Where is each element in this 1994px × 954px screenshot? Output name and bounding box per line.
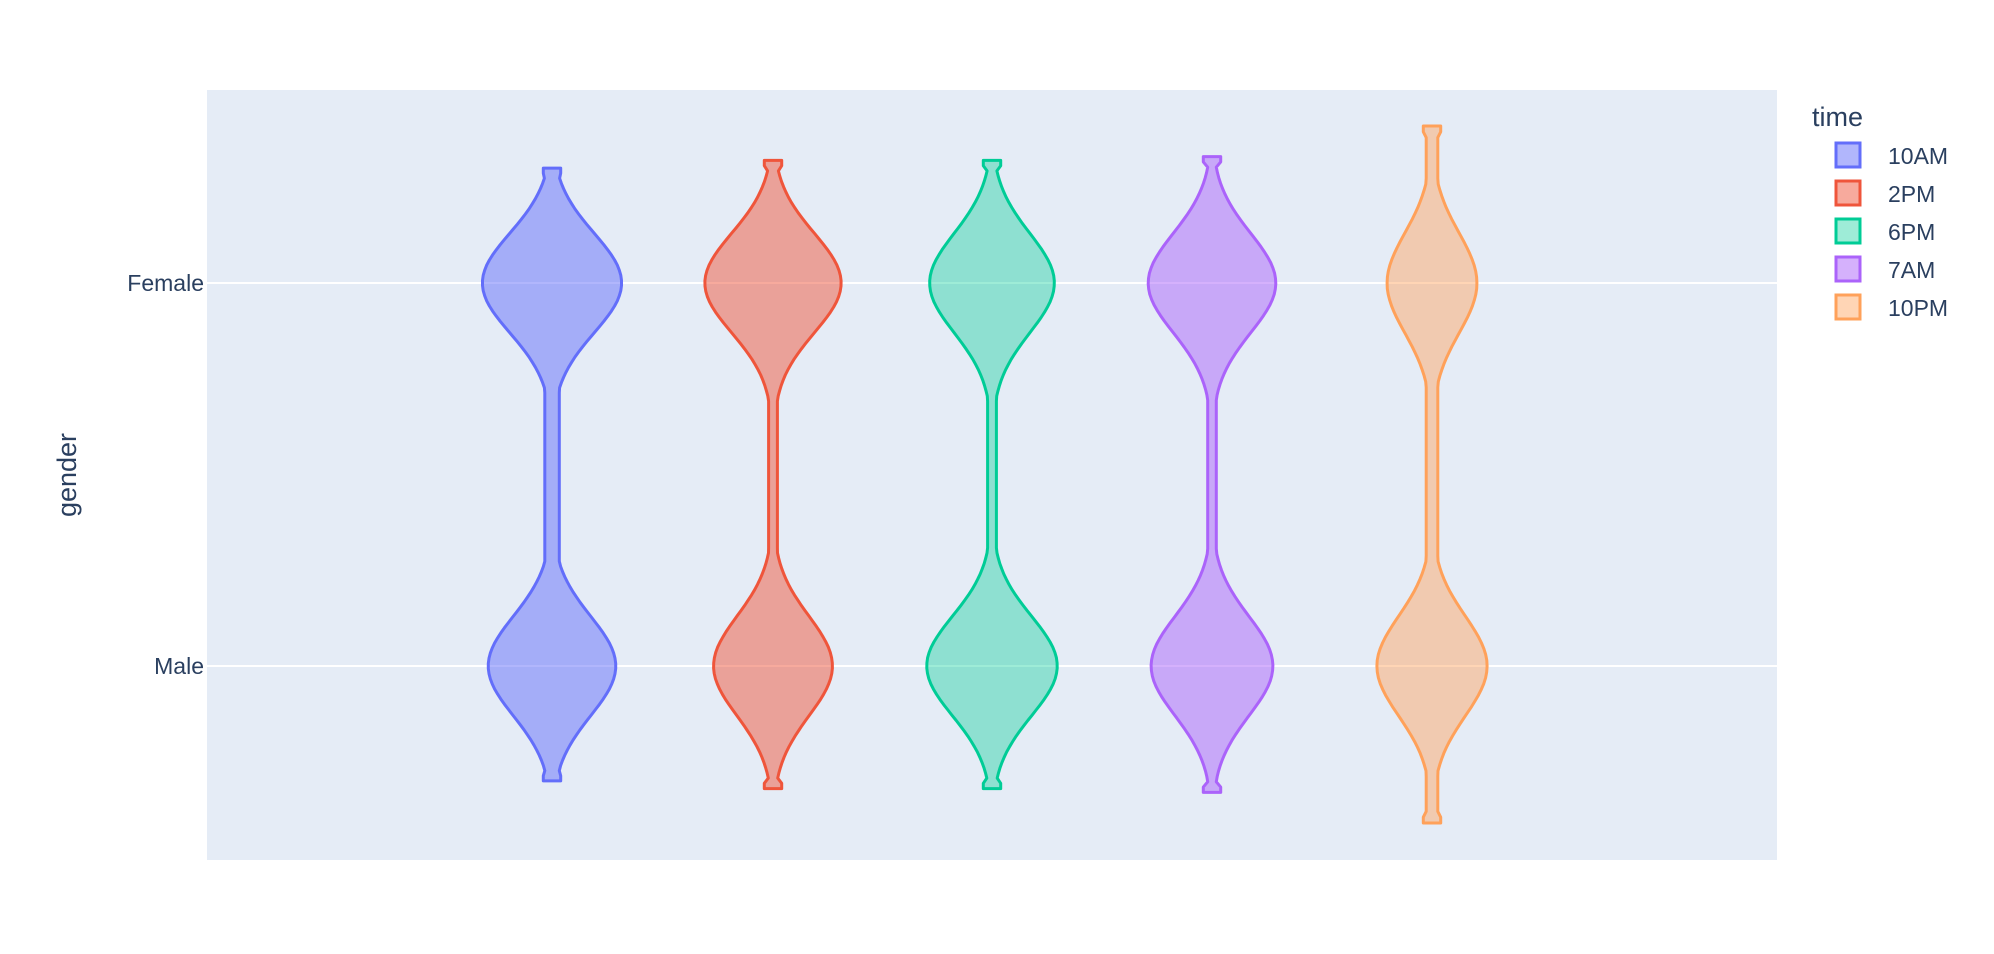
legend-swatch-10am[interactable] bbox=[1834, 141, 1862, 169]
violin-10pm bbox=[1375, 124, 1489, 825]
legend-title: time bbox=[1812, 102, 1863, 132]
violin-6pm bbox=[925, 158, 1059, 791]
y-axis-title: gender bbox=[52, 433, 82, 517]
legend-swatch-2pm[interactable] bbox=[1834, 179, 1862, 207]
legend-swatch-7am[interactable] bbox=[1834, 255, 1862, 283]
legend: time 10AM 2PM 6PM 7AM 10PM bbox=[1812, 102, 1948, 321]
violins bbox=[481, 124, 1489, 825]
violin-2pm bbox=[703, 158, 843, 791]
y-tick-label-male: Male bbox=[154, 653, 204, 679]
y-tick-label-female: Female bbox=[127, 270, 204, 296]
legend-label-10pm[interactable]: 10PM bbox=[1888, 295, 1948, 321]
legend-label-2pm[interactable]: 2PM bbox=[1888, 181, 1935, 207]
legend-label-6pm[interactable]: 6PM bbox=[1888, 219, 1935, 245]
violin-10am bbox=[481, 166, 623, 783]
legend-label-7am[interactable]: 7AM bbox=[1888, 257, 1935, 283]
legend-label-10am[interactable]: 10AM bbox=[1888, 143, 1948, 169]
y-axis-ticks: Female Male bbox=[127, 270, 204, 679]
gridlines bbox=[207, 282, 1777, 667]
plot-area bbox=[207, 90, 1777, 860]
legend-swatch-10pm[interactable] bbox=[1834, 293, 1862, 321]
legend-swatch-6pm[interactable] bbox=[1834, 217, 1862, 245]
violin-7am bbox=[1146, 155, 1278, 794]
